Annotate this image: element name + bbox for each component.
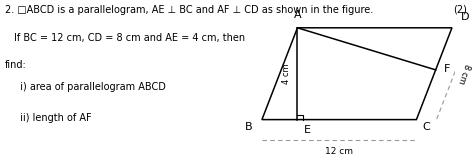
- Text: (2): (2): [453, 5, 467, 15]
- Text: 12 cm: 12 cm: [325, 147, 353, 156]
- Text: 4 cm: 4 cm: [282, 63, 291, 84]
- Text: A: A: [294, 10, 301, 20]
- Text: i) area of parallelogram ABCD: i) area of parallelogram ABCD: [14, 82, 166, 92]
- Text: B: B: [245, 122, 253, 132]
- Text: 8 cm: 8 cm: [456, 62, 471, 85]
- Text: C: C: [423, 122, 430, 132]
- Text: find:: find:: [5, 60, 27, 70]
- Text: 2. □ABCD is a parallelogram, AE ⊥ BC and AF ⊥ CD as shown in the figure.: 2. □ABCD is a parallelogram, AE ⊥ BC and…: [5, 5, 373, 15]
- Text: E: E: [304, 125, 310, 135]
- Text: F: F: [443, 64, 450, 73]
- Text: D: D: [461, 12, 470, 22]
- Text: If BC = 12 cm, CD = 8 cm and AE = 4 cm, then: If BC = 12 cm, CD = 8 cm and AE = 4 cm, …: [14, 33, 246, 43]
- Text: ii) length of AF: ii) length of AF: [14, 113, 92, 123]
